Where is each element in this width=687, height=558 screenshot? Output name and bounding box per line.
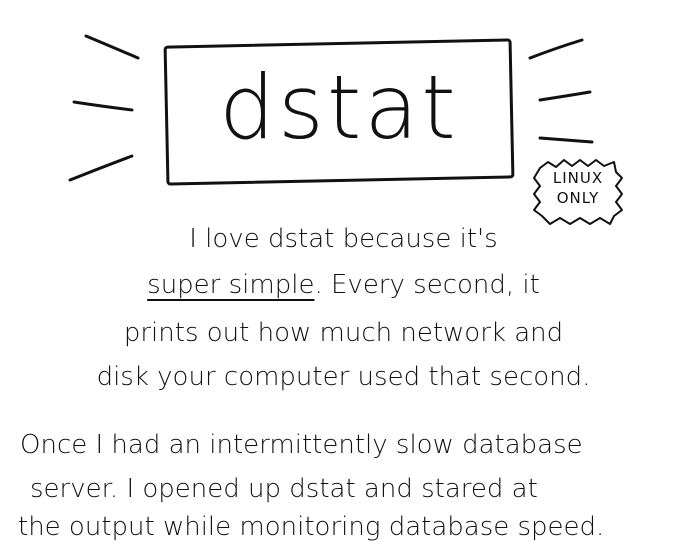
left-stroke-bottom [68,154,134,182]
paragraph1-line2-rest: . Every second, it [314,270,540,300]
starburst-badge-shape [533,159,623,225]
left-stroke-top [84,34,140,60]
paragraph1-line4: disk your computer used that second. [96,362,591,392]
paragraph2-line3: the output while monitoring database spe… [18,512,605,542]
paragraph2-line1: Once I had an intermittently slow databa… [20,430,583,460]
paragraph1-line1: I love dstat because it's [189,224,498,254]
right-stroke-bottom [538,136,594,144]
paragraph2-line2: server. I opened up dstat and stared at [30,474,538,504]
linux-only-badge: LINUX ONLY [532,168,624,208]
super-simple-underlined: super simple [147,270,315,300]
left-stroke-middle [72,100,134,112]
paragraph1-line3: prints out how much network and [123,318,564,348]
badge-line-1: LINUX [552,169,604,187]
right-stroke-middle [538,90,592,102]
page-title: dstat [219,56,459,159]
badge-line-2: ONLY [556,189,600,207]
paragraph1-line2: super simple. Every second, it [0,270,687,300]
right-stroke-top [528,38,584,60]
